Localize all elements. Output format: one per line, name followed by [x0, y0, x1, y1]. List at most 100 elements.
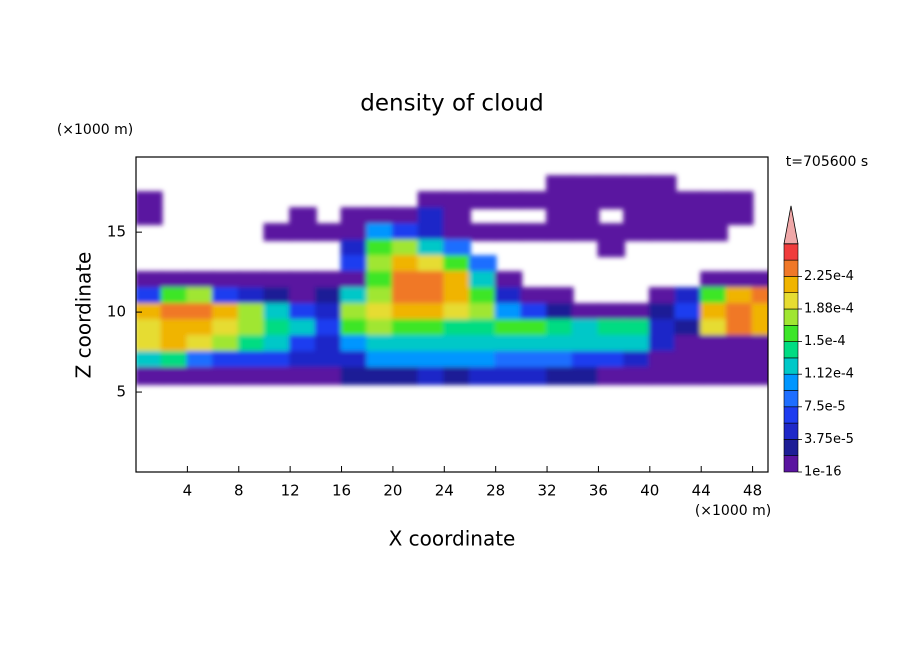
field-cell: [237, 319, 266, 338]
field-cell: [700, 207, 728, 226]
field-cell: [520, 303, 549, 322]
field-cell: [289, 223, 317, 242]
field-cell: [160, 319, 189, 338]
field-cell: [417, 239, 446, 258]
field-cell: [237, 287, 266, 306]
field-cell: [289, 367, 317, 386]
colorbar-label: 1.88e-4: [804, 302, 854, 317]
x-tick-label: 48: [743, 482, 762, 500]
field-cell: [136, 271, 163, 290]
colorbar-label: 2.25e-4: [804, 269, 854, 284]
y-tick-label: 5: [116, 383, 126, 401]
field-cell: [546, 287, 574, 306]
field-cell: [391, 271, 420, 290]
field-cell: [136, 351, 163, 370]
field-cell: [160, 367, 189, 386]
field-cell: [468, 287, 497, 306]
field-cell: [237, 303, 266, 322]
field-cell: [186, 271, 215, 290]
contour-field: [136, 175, 768, 386]
field-cell: [648, 207, 677, 226]
colorbar-box: [783, 292, 799, 310]
field-cell: [186, 367, 215, 386]
field-cell: [391, 287, 420, 306]
field-cell: [212, 303, 240, 322]
field-cell: [648, 319, 677, 338]
x-tick-label: 28: [486, 482, 505, 500]
field-cell: [289, 287, 317, 306]
field-cell: [443, 239, 471, 258]
field-cell: [391, 239, 420, 258]
field-cell: [136, 207, 163, 226]
field-cell: [289, 335, 317, 354]
field-cell: [648, 303, 677, 322]
field-cell: [623, 319, 651, 338]
field-cell: [597, 223, 626, 242]
field-cell: [468, 335, 497, 354]
field-cell: [340, 223, 369, 242]
field-cell: [366, 271, 394, 290]
field-cell: [391, 367, 420, 386]
colorbar-extend: [783, 205, 799, 245]
field-cell: [289, 319, 317, 338]
field-cell: [674, 319, 703, 338]
field-cell: [263, 303, 292, 322]
field-cell: [160, 335, 189, 354]
field-cell: [443, 319, 471, 338]
field-cell: [314, 335, 343, 354]
y-unit-label: (×1000 m): [57, 122, 133, 138]
field-cell: [674, 287, 703, 306]
field-cell: [751, 367, 768, 386]
field-cell: [648, 335, 677, 354]
field-cell: [648, 191, 677, 210]
field-cell: [674, 207, 703, 226]
field-cell: [725, 271, 754, 290]
field-cell: [366, 351, 394, 370]
field-cell: [366, 367, 394, 386]
field-cell: [494, 335, 523, 354]
field-cell: [468, 319, 497, 338]
colorbar-box: [783, 276, 799, 293]
field-cell: [725, 335, 754, 354]
field-cell: [340, 351, 369, 370]
field-cell: [443, 303, 471, 322]
colorbar-box: [783, 243, 799, 261]
field-cell: [674, 303, 703, 322]
colorbar-label: 7.5e-5: [804, 399, 846, 414]
field-cell: [366, 239, 394, 258]
field-cell: [725, 367, 754, 386]
field-cell: [136, 319, 163, 338]
field-cell: [623, 367, 651, 386]
field-cell: [468, 223, 497, 242]
field-cell: [314, 351, 343, 370]
colorbar-box: [783, 455, 799, 473]
field-cell: [700, 351, 728, 370]
field-cell: [648, 287, 677, 306]
field-cell: [443, 287, 471, 306]
field-cell: [136, 191, 163, 210]
field-cell: [520, 191, 549, 210]
field-cell: [648, 367, 677, 386]
field-cell: [494, 271, 523, 290]
x-tick-label: 4: [183, 482, 193, 500]
field-cell: [546, 175, 574, 194]
field-cell: [263, 351, 292, 370]
field-cell: [417, 207, 446, 226]
field-cell: [468, 367, 497, 386]
field-cell: [340, 207, 369, 226]
field-cell: [391, 351, 420, 370]
field-cell: [136, 367, 163, 386]
field-cell: [417, 367, 446, 386]
x-tick-label: 16: [332, 482, 351, 500]
field-cell: [186, 303, 215, 322]
colorbar-box: [783, 406, 799, 424]
field-cell: [186, 319, 215, 338]
field-cell: [212, 367, 240, 386]
field-cell: [674, 351, 703, 370]
field-cell: [494, 319, 523, 338]
field-cell: [212, 271, 240, 290]
field-cell: [520, 223, 549, 242]
field-cells: [136, 175, 768, 386]
field-cell: [571, 223, 600, 242]
